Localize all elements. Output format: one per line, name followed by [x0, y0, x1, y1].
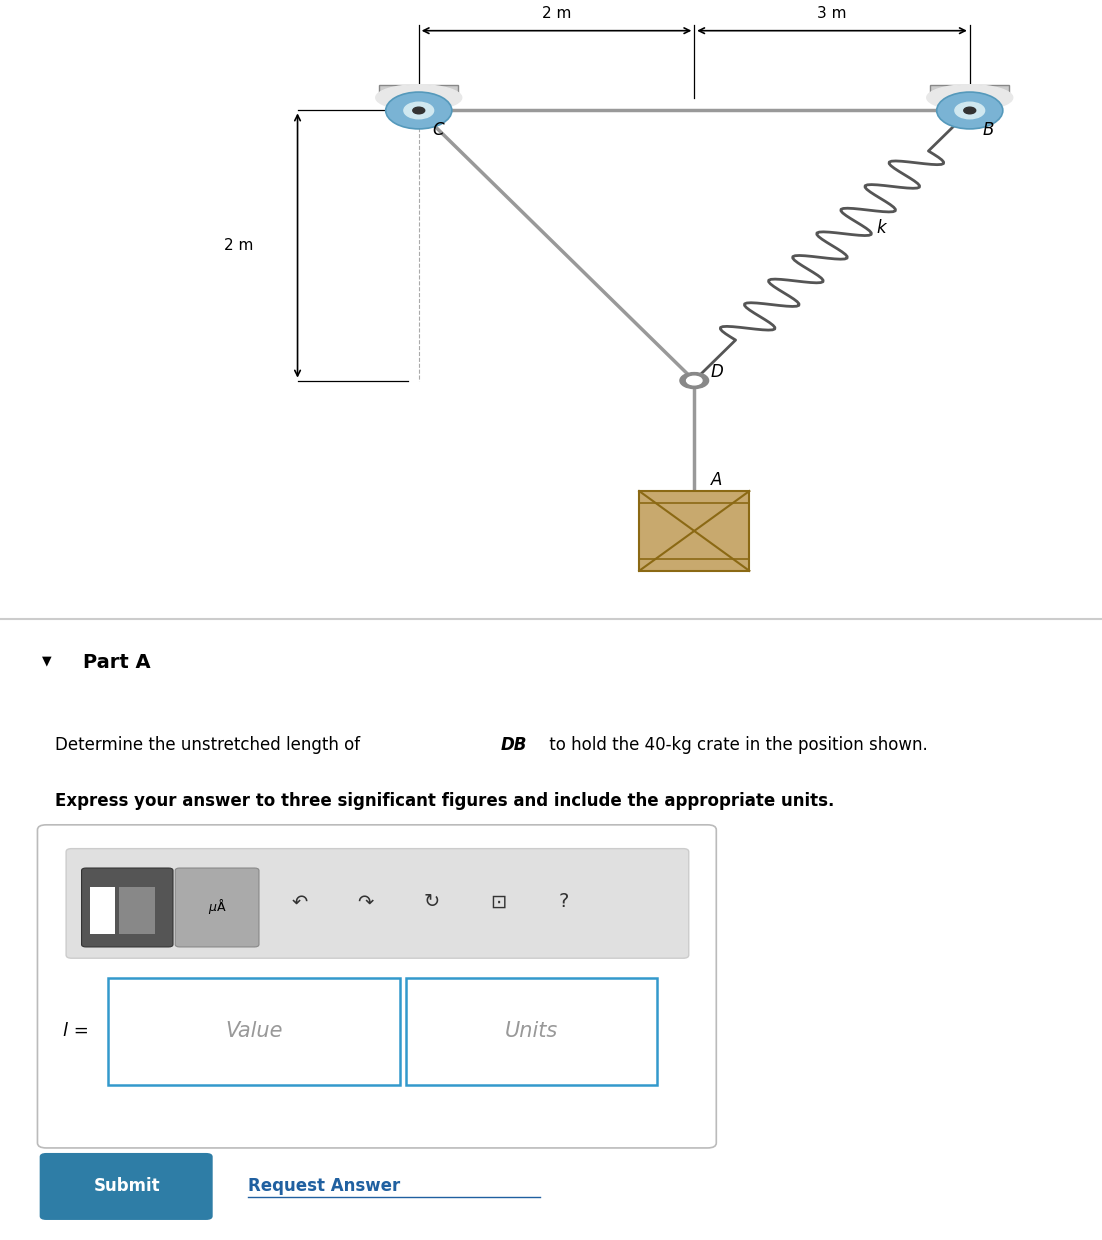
Circle shape [937, 92, 1003, 129]
Text: ↻: ↻ [424, 893, 440, 911]
Circle shape [386, 92, 452, 129]
Text: 2 m: 2 m [224, 238, 253, 253]
FancyBboxPatch shape [82, 868, 173, 947]
Text: k: k [876, 219, 886, 237]
Text: Submit: Submit [94, 1177, 160, 1195]
FancyBboxPatch shape [37, 825, 716, 1148]
Text: ↷: ↷ [358, 893, 374, 911]
FancyBboxPatch shape [40, 1153, 213, 1220]
Text: C: C [432, 122, 444, 139]
Text: Units: Units [505, 1022, 558, 1042]
Bar [639, 491, 749, 570]
Circle shape [413, 107, 424, 114]
Text: l =: l = [63, 1023, 88, 1040]
Text: $\mu$Å: $\mu$Å [208, 897, 226, 915]
Text: DB: DB [500, 735, 527, 754]
FancyBboxPatch shape [66, 848, 689, 959]
Text: ⊡: ⊡ [490, 893, 506, 911]
Ellipse shape [927, 84, 1013, 110]
Bar [90, 888, 115, 935]
Text: Part A: Part A [83, 652, 150, 672]
Bar [406, 978, 657, 1085]
Text: B: B [983, 122, 994, 139]
Text: 2 m: 2 m [542, 6, 571, 21]
FancyBboxPatch shape [175, 868, 259, 947]
Text: ↶: ↶ [292, 893, 307, 911]
Circle shape [403, 102, 433, 119]
Ellipse shape [376, 84, 462, 110]
Bar [379, 84, 458, 99]
Text: ?: ? [559, 893, 570, 911]
Circle shape [964, 107, 975, 114]
Text: Request Answer: Request Answer [248, 1177, 400, 1195]
Text: to hold the 40-kg crate in the position shown.: to hold the 40-kg crate in the position … [544, 735, 928, 754]
Text: Determine the unstretched length of: Determine the unstretched length of [55, 735, 366, 754]
Text: Express your answer to three significant figures and include the appropriate uni: Express your answer to three significant… [55, 792, 834, 810]
Circle shape [954, 102, 985, 119]
Bar [108, 978, 400, 1085]
Text: 3 m: 3 m [818, 6, 846, 21]
Text: D: D [711, 363, 724, 382]
Bar [119, 888, 155, 935]
Text: Value: Value [226, 1022, 283, 1042]
Circle shape [680, 372, 709, 388]
Text: ▼: ▼ [42, 655, 52, 667]
Bar [930, 84, 1009, 99]
Circle shape [687, 376, 702, 384]
Text: A: A [711, 471, 722, 489]
